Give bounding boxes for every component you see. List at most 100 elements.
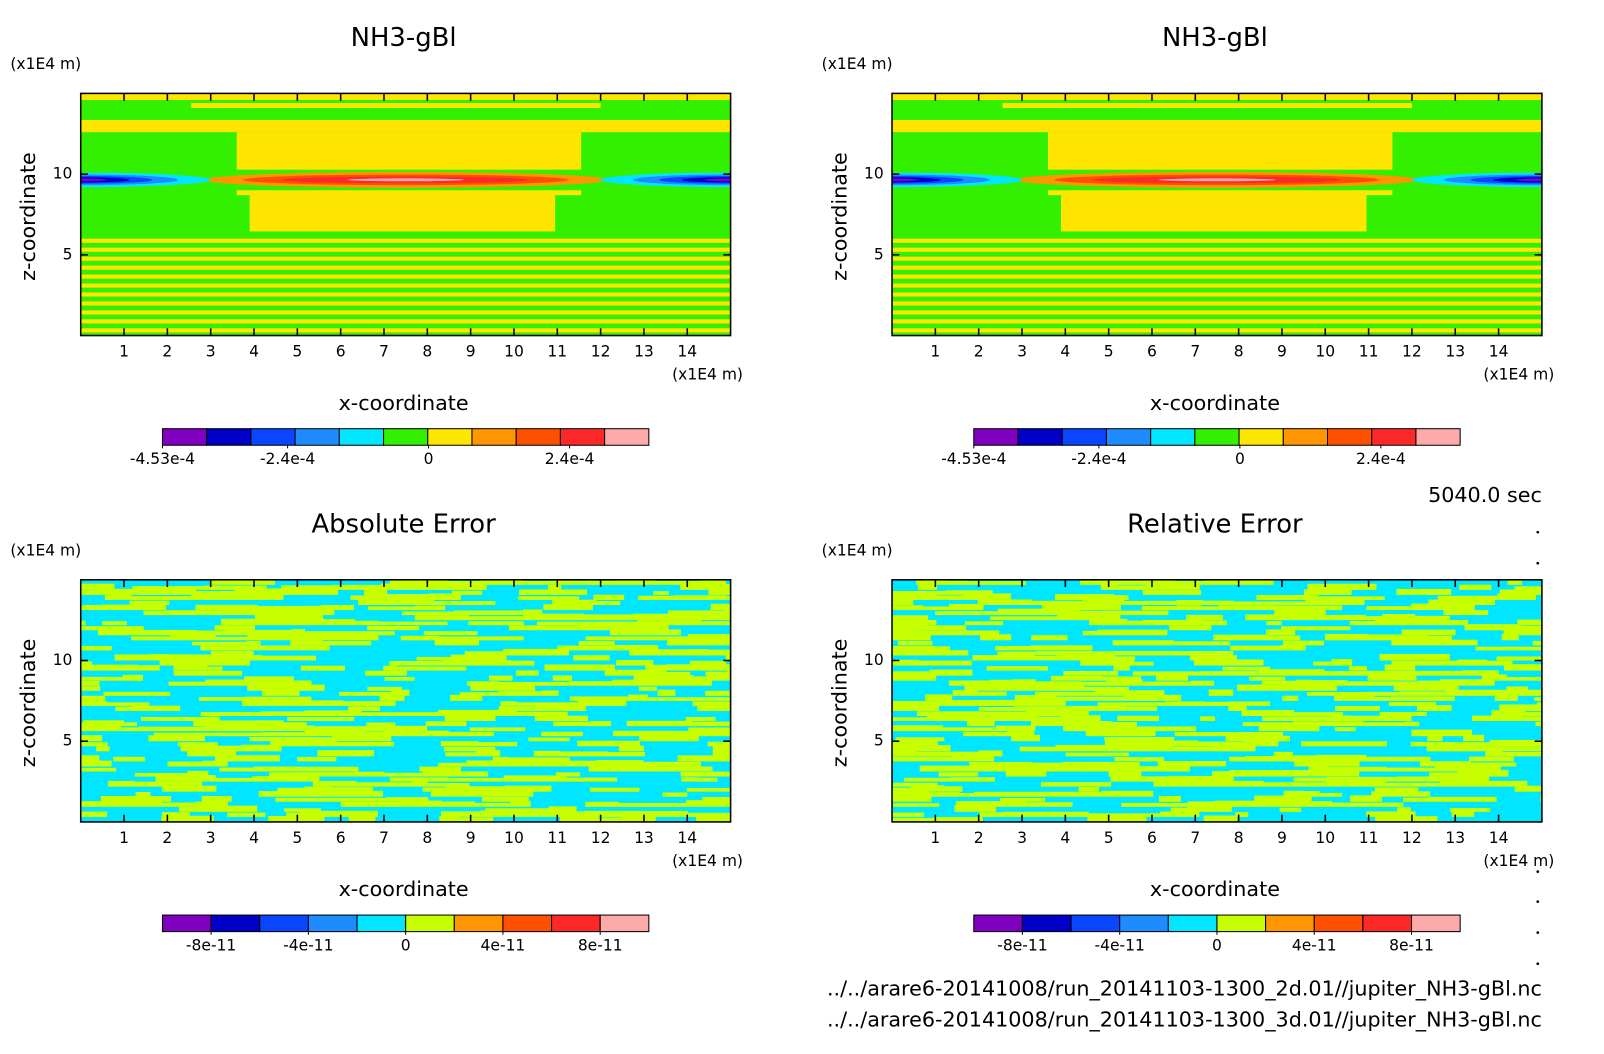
contour-fill <box>332 584 381 590</box>
contour-fill <box>1379 654 1450 661</box>
contour-fill <box>1367 634 1429 641</box>
contour-fill <box>895 737 945 742</box>
contour-fill <box>262 655 317 661</box>
contour-fill <box>687 812 731 817</box>
contour-fill <box>1200 671 1259 676</box>
contour-fill <box>1494 694 1518 701</box>
contour-fill <box>384 677 415 681</box>
contour-fill <box>920 745 951 752</box>
contour-fill <box>1491 710 1525 716</box>
contour-fill <box>590 787 640 792</box>
contour-fill <box>80 742 108 747</box>
contour-fill <box>528 737 570 742</box>
contour-fill <box>104 593 132 600</box>
contour-fill <box>1212 771 1230 777</box>
contour-fill <box>578 641 615 646</box>
y-tick-label: 5 <box>63 732 73 750</box>
contour-fill <box>207 666 223 671</box>
contour-fill <box>470 685 536 691</box>
contour-fill <box>1102 676 1142 681</box>
x-tick-label: 2 <box>162 829 172 847</box>
contour-fill <box>534 715 588 722</box>
contour-fill <box>1101 790 1154 797</box>
contour-fill <box>291 629 306 636</box>
colorbar-tick-label: -4.53e-4 <box>941 450 1006 468</box>
x-tick-label: 13 <box>634 343 654 361</box>
contour-fill <box>1186 614 1223 621</box>
contour-fill <box>422 771 489 777</box>
x-tick-label: 12 <box>591 343 611 361</box>
contour-fill <box>227 812 266 817</box>
contour-fill <box>49 670 78 675</box>
contour-fill <box>1391 639 1412 646</box>
contour-fill <box>892 619 937 626</box>
contour-fill <box>241 744 282 752</box>
contour-fill <box>1213 634 1269 641</box>
x-tick-label: 14 <box>1489 343 1509 361</box>
contour-field <box>892 579 1542 822</box>
contour-fill <box>195 604 258 611</box>
contour-fill <box>202 760 228 767</box>
contour-fill <box>1325 633 1368 641</box>
contour-fill <box>500 701 517 706</box>
contour-fill <box>380 583 433 590</box>
contour-fill <box>1256 594 1318 600</box>
contour-field <box>49 579 731 822</box>
contour-fill <box>80 755 100 762</box>
colorbar-cell <box>210 914 261 933</box>
colorbar-tick-label: 0 <box>424 450 434 468</box>
contour-fill <box>1046 609 1081 616</box>
contour-fill <box>165 654 190 661</box>
contour-fill <box>1056 654 1116 661</box>
contour-fill <box>1454 604 1475 611</box>
contour-fill <box>928 630 1000 636</box>
contour-fill <box>1374 696 1391 701</box>
contour-fill <box>1379 711 1427 716</box>
contour-fill <box>929 669 973 676</box>
contour-fill <box>304 710 362 716</box>
contour-fill <box>1113 762 1140 767</box>
contour-fill <box>400 635 440 641</box>
contour-fill <box>1541 584 1542 590</box>
contour-fill <box>638 595 674 600</box>
contour-fill <box>1174 581 1204 585</box>
x-axis-label: x-coordinate <box>339 391 469 415</box>
contour-fill <box>1503 629 1542 636</box>
contour-fill <box>666 664 731 671</box>
contour-fill <box>892 93 1542 100</box>
colorbar-cell <box>1021 914 1072 933</box>
contour-fill <box>356 782 412 787</box>
x-tick-label: 4 <box>249 343 259 361</box>
contour-fill <box>989 679 1013 686</box>
contour-fill <box>969 761 1032 767</box>
panel-title: Absolute Error <box>311 509 496 539</box>
colorbar-cell <box>1216 914 1267 933</box>
contour-fill <box>1367 670 1430 676</box>
y-unit: (x1E4 m) <box>10 541 81 559</box>
contour-fill <box>495 636 524 641</box>
contour-fill <box>1167 775 1234 782</box>
contour-fill <box>1536 702 1542 706</box>
contour-fill <box>300 665 345 671</box>
contour-fill <box>1390 696 1455 701</box>
contour-fill <box>210 579 275 585</box>
contour-fill <box>1335 727 1356 732</box>
contour-fill <box>249 195 556 232</box>
contour-fill <box>459 692 499 696</box>
contour-fill <box>80 120 731 133</box>
contour-fill <box>113 756 128 762</box>
contour-fill <box>1417 776 1490 782</box>
contour-fill <box>1437 595 1498 600</box>
contour-fill <box>1439 780 1460 787</box>
contour-fill <box>451 590 483 595</box>
contour-fill <box>203 585 267 590</box>
contour-fill <box>634 810 688 817</box>
contour-fill <box>469 616 524 621</box>
y-axis-label: z-coordinate <box>827 639 851 768</box>
contour-fill <box>567 603 593 611</box>
contour-fill <box>1189 655 1237 661</box>
contour-fill <box>503 775 566 782</box>
contour-fill <box>1363 722 1406 727</box>
contour-fill <box>559 815 598 822</box>
